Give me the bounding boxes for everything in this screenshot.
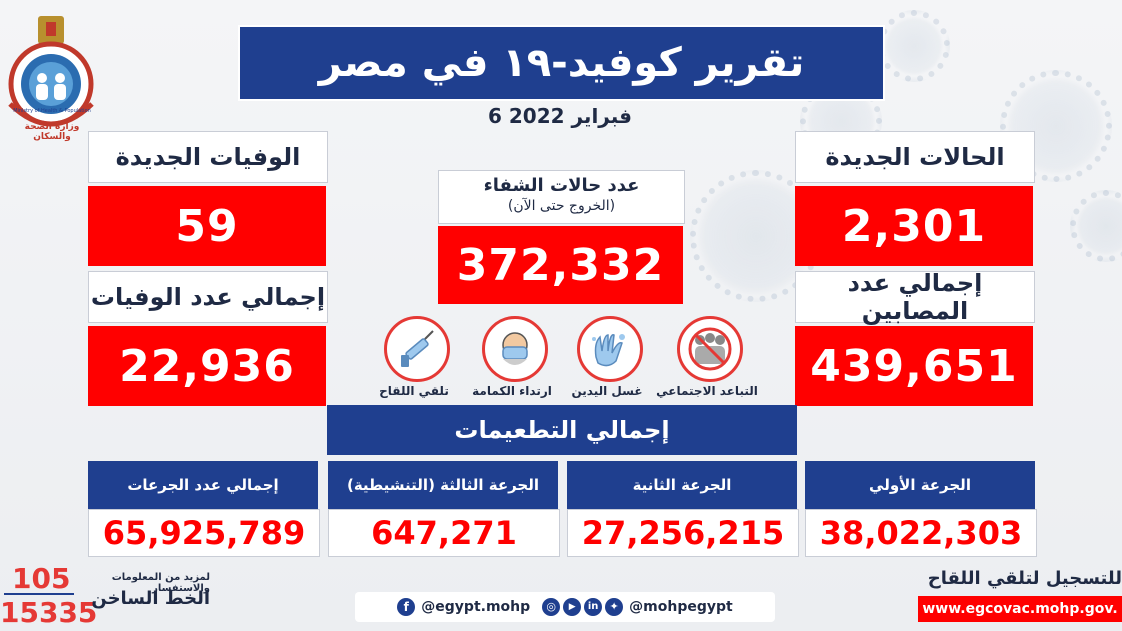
hotline-divider: [4, 593, 74, 595]
social-distancing-icon: [677, 316, 743, 382]
hand-washing-label: غسل اليدين: [571, 384, 643, 398]
total-doses-label: إجمالي عدد الجرعات: [88, 461, 318, 509]
total-doses-value: 65,925,789: [88, 509, 320, 557]
hotline-label: الخط الساخن: [91, 588, 210, 609]
total-deaths-label: إجمالي عدد الوفيات: [88, 271, 328, 323]
face-mask-label: ارتداء الكمامة: [472, 384, 552, 398]
recovered-label-box: عدد حالات الشفاء (الخروج حتى الآن): [438, 170, 685, 224]
total-deaths-value: 22,936: [88, 326, 326, 406]
new-deaths-label: الوفيات الجديدة: [88, 131, 328, 183]
facebook-handle[interactable]: @egypt.mohp: [421, 599, 531, 615]
total-cases-label: إجمالي عدد المصابين: [795, 269, 1035, 325]
virus-decoration: [878, 10, 950, 82]
social-distancing-label: التباعد الاجتماعي: [656, 384, 758, 398]
logo-arabic-text: وزارة الصحة والسكان: [24, 122, 80, 142]
new-cases-value: 2,301: [795, 186, 1033, 266]
first-dose-value: 38,022,303: [805, 509, 1037, 557]
linkedin-icon[interactable]: in: [584, 598, 603, 616]
new-deaths-value: 59: [88, 186, 326, 266]
social-bar: f @egypt.mohp ◎ ▶ in ✦ @mohpegypt: [355, 592, 775, 622]
register-label: للتسجيل لتلقي اللقاح: [927, 568, 1122, 589]
eagle-icon: [38, 16, 64, 44]
second-dose-value: 27,256,215: [567, 509, 799, 557]
third-dose-value: 647,271: [328, 509, 560, 557]
virus-decoration: [1070, 190, 1122, 262]
hand-washing-icon: [577, 316, 643, 382]
page-title-text: تقرير كوفيد-١٩ في مصر: [318, 40, 805, 86]
vaccine-icon: [384, 316, 450, 382]
youtube-icon[interactable]: ▶: [563, 598, 582, 616]
hotline-info: لمزيد من المعلومات والاستفسار: [111, 572, 210, 594]
recovered-value: 372,332: [438, 226, 683, 304]
vaccinations-title-text: إجمالي التطعيمات: [454, 416, 670, 444]
hotline-number-2: 15335: [0, 596, 98, 629]
recovered-sublabel: (الخروج حتى الآن): [507, 198, 616, 214]
new-cases-label: الحالات الجديدة: [795, 131, 1035, 183]
report-date: 6 فبراير 2022: [487, 104, 633, 128]
vaccine-label: تلقي اللقاح: [379, 384, 449, 398]
face-mask-icon: [482, 316, 548, 382]
ministry-logo: Ministry of Health & Population وزارة ال…: [2, 12, 100, 142]
first-dose-label: الجرعة الأولي: [805, 461, 1035, 509]
social-handle[interactable]: @mohpegypt: [629, 599, 733, 615]
total-cases-value: 439,651: [795, 326, 1033, 406]
logo-text: Ministry of Health & Population: [13, 108, 91, 114]
third-dose-label: الجرعة الثالثة (التنشيطية): [328, 461, 558, 509]
instagram-icon[interactable]: ◎: [542, 598, 561, 616]
hotline-number-1: 105: [12, 562, 71, 595]
recovered-label: عدد حالات الشفاء: [483, 175, 640, 196]
twitter-icon[interactable]: ✦: [605, 598, 624, 616]
facebook-icon[interactable]: f: [397, 598, 416, 616]
page-title: تقرير كوفيد-١٩ في مصر: [238, 25, 885, 101]
second-dose-label: الجرعة الثانية: [567, 461, 797, 509]
register-url[interactable]: www.egcovac.mohp.gov.: [918, 596, 1122, 622]
vaccinations-title: إجمالي التطعيمات: [327, 405, 797, 455]
